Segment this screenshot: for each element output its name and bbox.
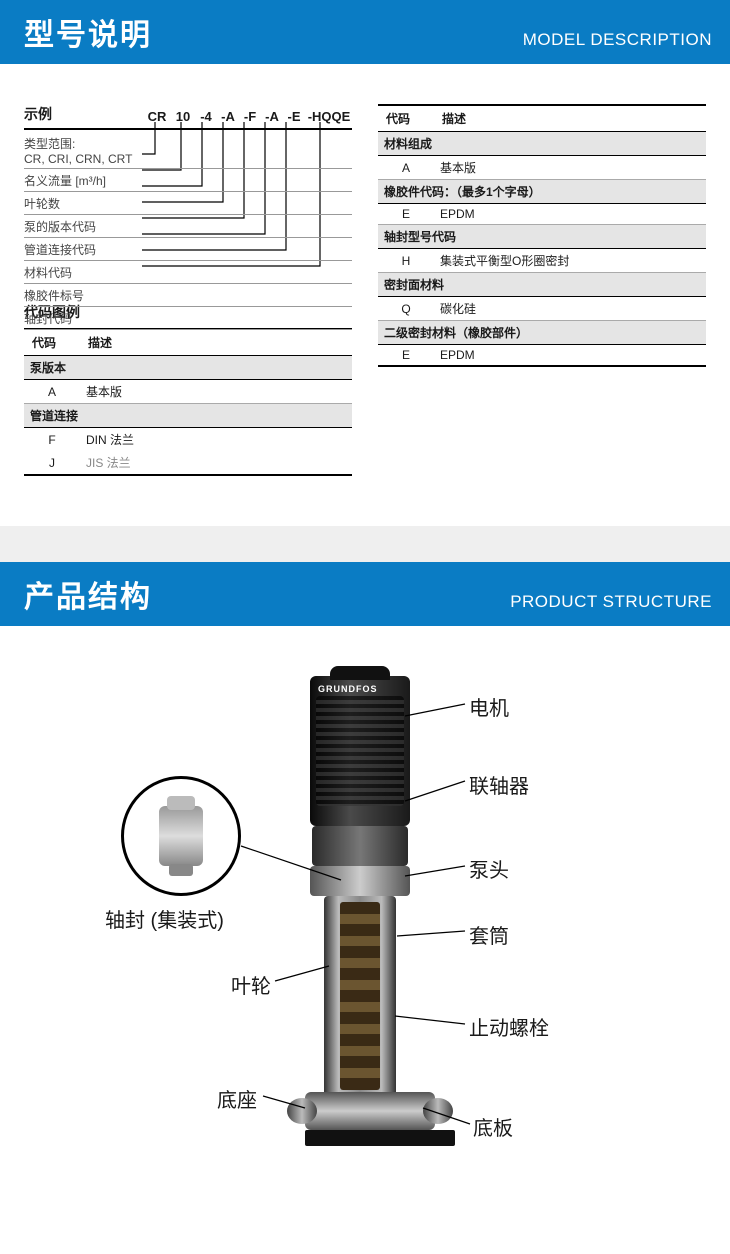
spec-row-7: 轴封代码 [24,307,352,330]
row-rub-e: EEPDM [378,204,706,225]
hdr-code: 代码 [24,329,80,356]
pump-foot [305,1130,455,1146]
seal-detail-circle [121,776,241,896]
label-bolt: 止动螺栓 [469,1012,549,1041]
sec-seal-type: 轴封型号代码 [378,225,706,249]
table-header-r: 代码 描述 [378,105,706,132]
spec-row-5: 材料代码 [24,261,352,284]
pump-body: GRUNDFOS [305,676,415,1146]
label-coupling: 联轴器 [469,770,529,799]
part-4: -F [240,109,260,124]
sec-2nd-seal: 二级密封材料（橡胶部件） [378,321,706,345]
example-row: 示例 CR 10 -4 -A -F -A -E -HQQE [24,104,352,130]
sec-pump-version: 泵版本 [24,356,352,380]
structure-content: GRUNDFOS 电机 联轴器 泵头 [0,626,730,1216]
sec-material: 材料组成 [378,132,706,156]
pump-motor: GRUNDFOS [310,676,410,826]
sec-seal-mat: 密封面材料 [378,273,706,297]
spec-list: 类型范围: CR, CRI, CRN, CRT 名义流量 [m³/h] 叶轮数 … [24,132,352,330]
hdr-desc-r: 描述 [434,105,706,132]
banner-structure-en: PRODUCT STRUCTURE [510,592,712,616]
spec-row-3: 泵的版本代码 [24,215,352,238]
part-2: -4 [196,109,216,124]
banner-structure: 产品结构 PRODUCT STRUCTURE [0,562,730,626]
label-base: 底座 [217,1084,257,1113]
label-seal: 轴封 (集装式) [105,904,224,933]
label-motor: 电机 [469,692,509,721]
part-0: CR [144,109,170,124]
section-divider [0,526,730,562]
part-3: -A [218,109,238,124]
hdr-code-r: 代码 [378,105,434,132]
row-sealmat-q: Q碳化硅 [378,297,706,321]
part-6: -E [284,109,304,124]
spec-row-2: 叶轮数 [24,192,352,215]
right-table: 代码 描述 材料组成 A基本版 橡胶件代码：（最多1个字母） EEPDM 轴封型… [378,104,706,367]
left-table: 代码 描述 泵版本 A基本版 管道连接 FDIN 法兰 JJIS 法兰 [24,328,352,476]
part-5: -A [262,109,282,124]
row-pipe-f: FDIN 法兰 [24,428,352,452]
model-content: 示例 CR 10 -4 -A -F -A -E -HQQE 类型范围: CR, … [0,64,730,526]
sec-rubber: 橡胶件代码：（最多1个字母） [378,180,706,204]
part-1: 10 [172,109,194,124]
col-left: 示例 CR 10 -4 -A -F -A -E -HQQE 类型范围: CR, … [24,104,352,476]
row-pipe-j: JJIS 法兰 [24,451,352,475]
row-2nd-e: EEPDM [378,345,706,367]
hdr-desc: 描述 [80,329,352,356]
label-pumphead: 泵头 [469,854,509,883]
example-diagram: 示例 CR 10 -4 -A -F -A -E -HQQE 类型范围: CR, … [24,104,352,284]
banner-model-en: MODEL DESCRIPTION [523,30,712,54]
sec-pipe: 管道连接 [24,404,352,428]
spec-row-0: 类型范围: CR, CRI, CRN, CRT [24,132,352,169]
seal-icon [159,806,203,866]
label-impeller: 叶轮 [231,970,271,999]
spec-row-4: 管道连接代码 [24,238,352,261]
spec-row-6: 橡胶件标号 [24,284,352,307]
pump-coupling [312,826,408,866]
pump-diagram: GRUNDFOS 电机 联轴器 泵头 [105,676,625,1156]
row-pv-a: A基本版 [24,380,352,404]
brand-label: GRUNDFOS [318,684,378,694]
row-mat-a: A基本版 [378,156,706,180]
label-sleeve: 套筒 [469,920,509,949]
example-label: 示例 [24,104,144,124]
banner-model-cn: 型号说明 [24,10,152,54]
label-foot: 底板 [473,1112,513,1141]
pump-base [305,1092,435,1130]
spec-row-1: 名义流量 [m³/h] [24,169,352,192]
banner-structure-cn: 产品结构 [24,572,152,616]
table-header: 代码 描述 [24,329,352,356]
col-right: 代码 描述 材料组成 A基本版 橡胶件代码：（最多1个字母） EEPDM 轴封型… [378,104,706,476]
pump-head [310,866,410,896]
banner-model: 型号说明 MODEL DESCRIPTION [0,0,730,64]
part-7: -HQQE [306,109,352,124]
example-parts: CR 10 -4 -A -F -A -E -HQQE [144,109,352,124]
pump-sleeve [324,896,396,1096]
row-seal-h: H集装式平衡型O形圈密封 [378,249,706,273]
